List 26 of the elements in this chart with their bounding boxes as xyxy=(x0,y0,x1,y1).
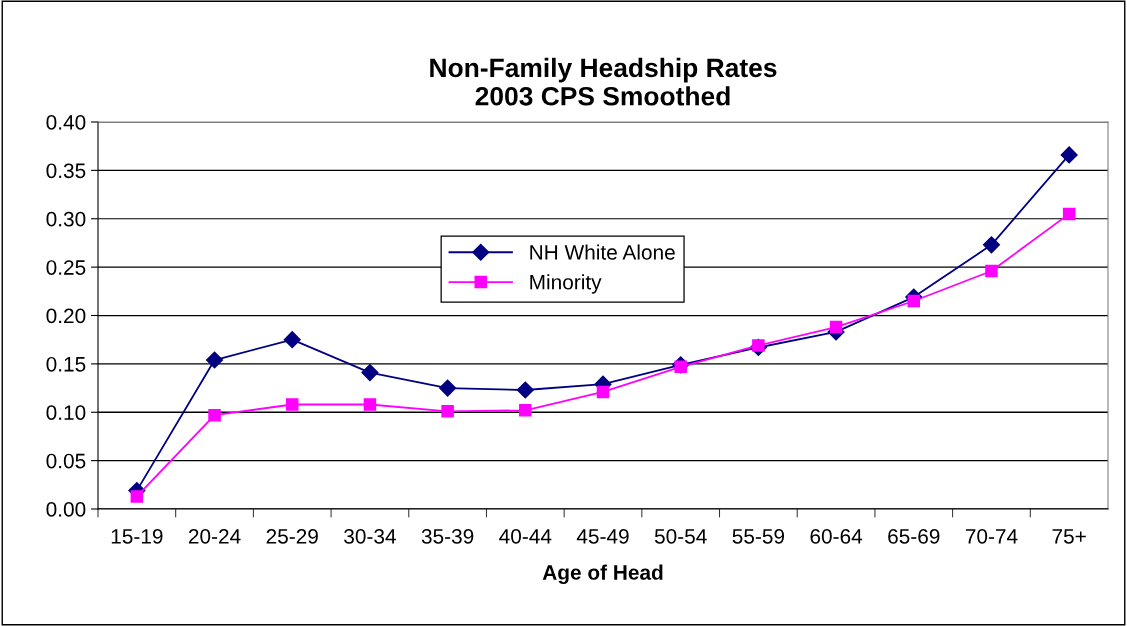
x-tick-label: 20-24 xyxy=(188,528,241,544)
y-tick-label: 0.30 xyxy=(46,211,86,227)
y-tick-label: 0.15 xyxy=(46,356,86,372)
chart-title: Non-Family Headship Rates 2003 CPS Smoothed xyxy=(430,57,777,106)
y-tick-label: 0.40 xyxy=(46,115,86,130)
y-tick-label: 0.00 xyxy=(46,502,86,517)
x-tick-label: 55-59 xyxy=(732,528,785,544)
x-tick-label: 30-34 xyxy=(344,528,396,544)
y-tick-label: 0.10 xyxy=(46,405,86,420)
x-tick-label: 65-69 xyxy=(888,528,940,544)
x-tick-label: 70-74 xyxy=(965,528,1018,544)
x-axis-title: Age of Head xyxy=(542,564,663,585)
x-tick-label: 60-64 xyxy=(810,528,863,544)
legend-label: NH White Alone xyxy=(530,244,675,260)
x-tick-label: 75+ xyxy=(1052,529,1086,544)
x-tick-label: 25-29 xyxy=(266,528,318,544)
y-tick-label: 0.25 xyxy=(46,260,86,275)
x-tick-label: 50-54 xyxy=(654,528,707,544)
x-tick-label: 35-39 xyxy=(421,528,474,544)
legend-label: Minority xyxy=(530,274,602,294)
y-tick-label: 0.20 xyxy=(46,308,86,324)
y-tick-label: 0.05 xyxy=(46,453,86,469)
x-tick-label: 45-49 xyxy=(576,528,629,544)
x-tick-label: 15-19 xyxy=(111,528,163,544)
y-tick-label: 0.35 xyxy=(46,163,86,179)
x-tick-label: 40-44 xyxy=(499,528,552,544)
